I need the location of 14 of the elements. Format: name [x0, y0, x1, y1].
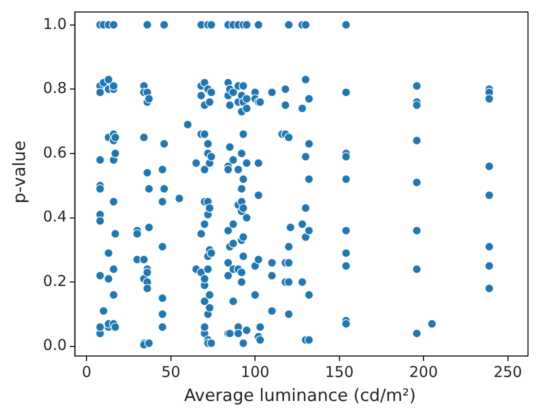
- x-tick-label: 150: [325, 362, 354, 381]
- y-tick-label: 0.4: [42, 208, 67, 226]
- y-tick-label: 0.0: [42, 336, 67, 354]
- y-tick-label: 0.6: [42, 143, 67, 162]
- y-tick-label: 0.8: [42, 79, 67, 98]
- y-tick-label: 1.0: [42, 14, 67, 33]
- x-tick-label: 0: [82, 362, 92, 381]
- x-tick-label: 250: [493, 362, 522, 381]
- x-tick-label: 100: [240, 362, 270, 381]
- x-tick-label: 50: [161, 362, 180, 381]
- x-tick-label: 200: [409, 362, 438, 381]
- x-axis-title: Average luminance (cd/m²): [183, 386, 417, 406]
- y-axis-title: p-value: [10, 140, 30, 206]
- y-tick-label: 0.2: [42, 272, 67, 290]
